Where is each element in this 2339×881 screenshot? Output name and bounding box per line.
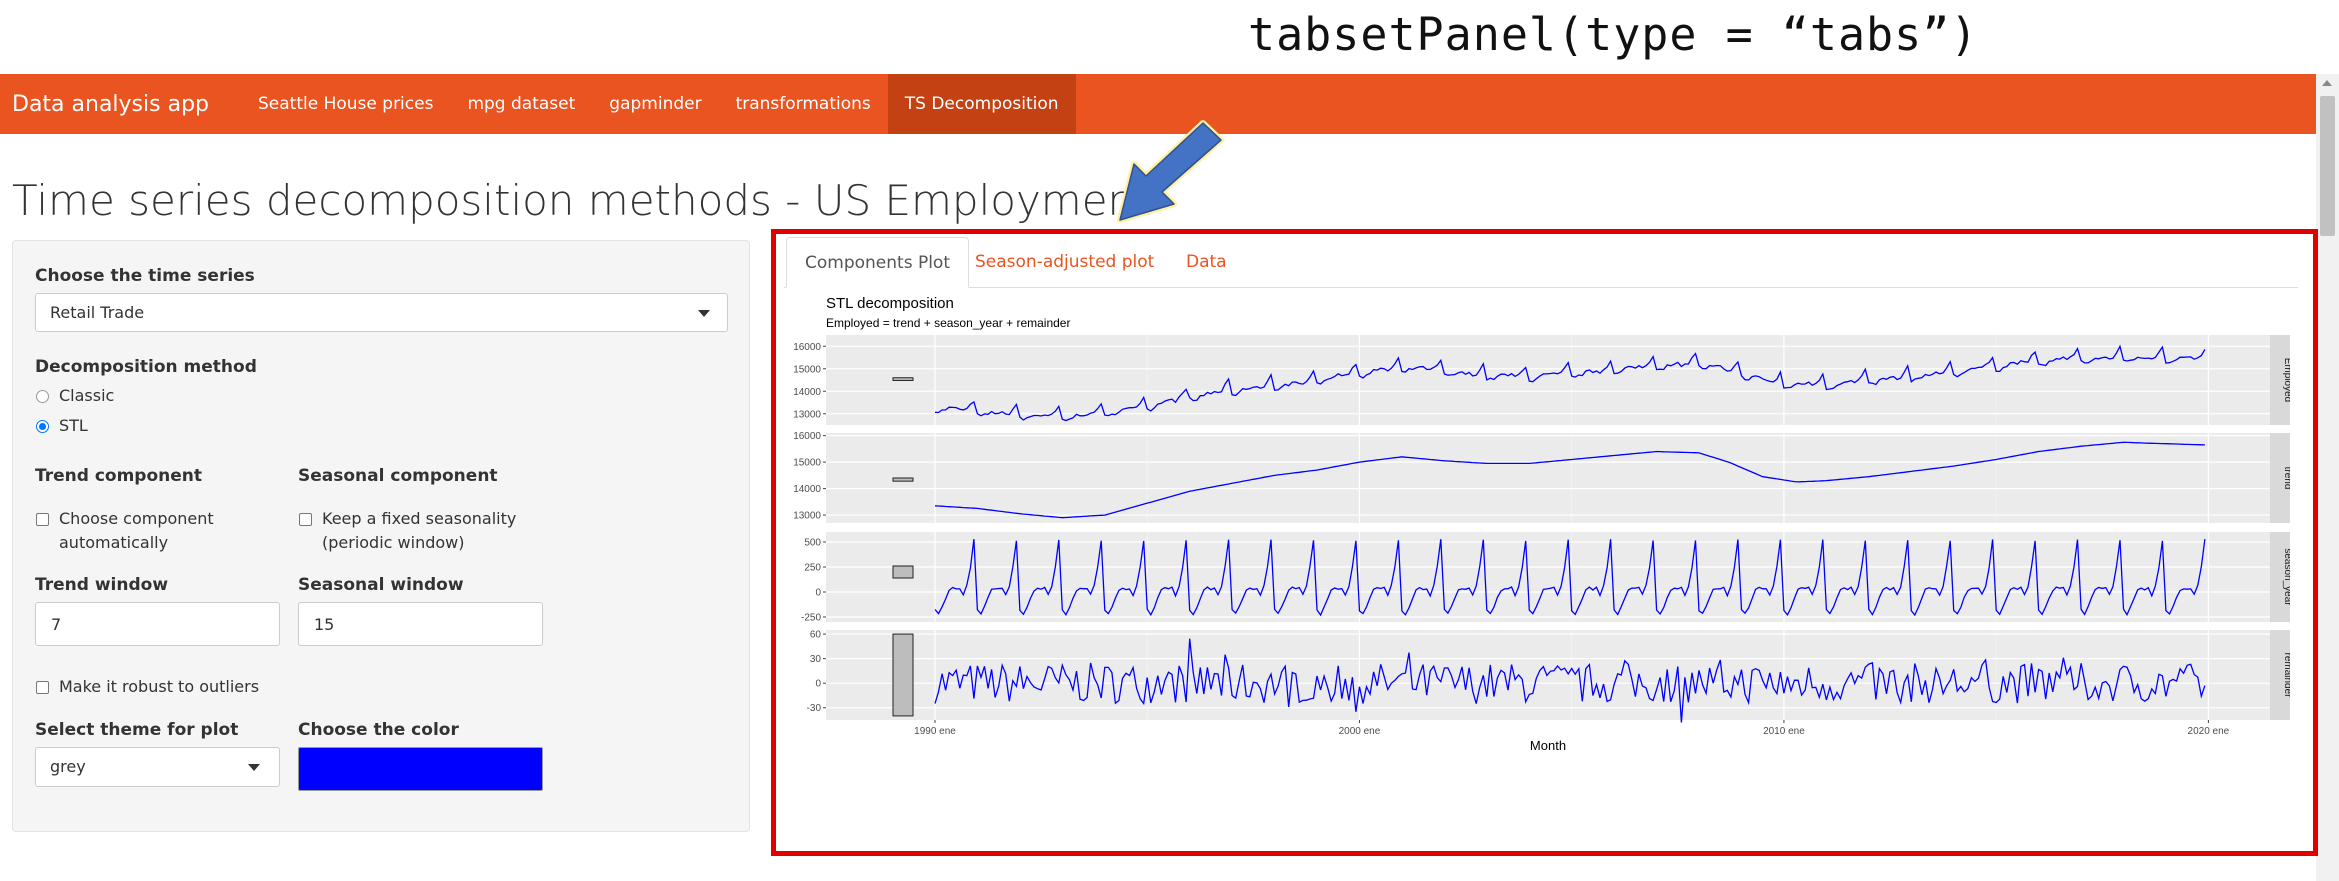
series-select[interactable]: Retail Trade (35, 293, 728, 332)
page-title: Time series decomposition methods - US E… (12, 176, 1151, 225)
y-tick-label: 500 (804, 538, 821, 549)
facet-strip (2270, 532, 2290, 622)
stl-decomposition-chart: STL decomposition Employed = trend + seas… (793, 295, 2290, 753)
seasonal-fixed-label-line2: (periodic window) (322, 533, 465, 552)
radio-stl[interactable] (36, 420, 49, 433)
chart-title: STL decomposition (826, 295, 954, 312)
scale-bar (892, 633, 914, 717)
arrow-pointer-icon (1117, 120, 1224, 223)
panel-background (826, 433, 2270, 523)
y-tick-label: 15000 (793, 458, 821, 469)
scale-bar (892, 477, 914, 482)
panel-background (826, 335, 2270, 425)
y-tick-label: 15000 (793, 364, 821, 375)
trend-component-label: Trend component (35, 466, 203, 486)
vertical-scrollbar[interactable] (2316, 74, 2339, 881)
y-tick-label: 0 (815, 588, 821, 599)
radio-stl-label: STL (59, 416, 88, 435)
y-tick-label: 13000 (793, 511, 821, 522)
y-tick-label: -250 (801, 613, 821, 624)
nav-item-gapminder[interactable]: gapminder (609, 94, 702, 114)
facet-strip-label: Employed (2282, 358, 2290, 402)
tab-data[interactable]: Data (1186, 252, 1227, 272)
tab-components-plot[interactable]: Components Plot (786, 237, 969, 288)
nav-item-seattle-house-prices[interactable]: Seattle House prices (258, 94, 434, 114)
facet-strip (2270, 433, 2290, 523)
y-tick-label: 14000 (793, 484, 821, 495)
seasonal-window-input[interactable] (298, 602, 543, 646)
radio-classic[interactable] (36, 390, 49, 403)
seasonal-fixed-label-line1: Keep a fixed seasonality (322, 509, 517, 528)
scroll-up-arrow-icon[interactable] (2322, 80, 2332, 86)
x-tick-label: 1990 ene (914, 726, 956, 737)
x-tick-label: 2010 ene (1763, 726, 1805, 737)
nav-item-mpg-dataset[interactable]: mpg dataset (467, 94, 576, 114)
y-tick-label: -30 (807, 703, 822, 714)
tab-season-adjusted-plot[interactable]: Season-adjusted plot (975, 252, 1155, 272)
method-label: Decomposition method (35, 357, 257, 377)
series-select-value: Retail Trade (50, 303, 145, 322)
y-tick-label: 30 (810, 654, 822, 665)
y-tick-label: 250 (804, 563, 821, 574)
y-tick-label: 16000 (793, 431, 821, 442)
chevron-down-icon (248, 764, 260, 771)
theme-select-value: grey (50, 757, 86, 776)
tabset-highlight-box (771, 229, 2318, 856)
sidebar-panel: Choose the time series Retail Trade Deco… (12, 240, 750, 832)
trend-auto-label-line1: Choose component (59, 509, 214, 528)
seasonal-window-label: Seasonal window (298, 575, 464, 595)
color-picker[interactable] (298, 747, 543, 791)
series-line-remainder (934, 638, 2206, 723)
chevron-down-icon (698, 310, 710, 317)
theme-select[interactable]: grey (35, 747, 280, 787)
trend-auto-checkbox[interactable] (36, 513, 49, 526)
x-tick-label: 2020 ene (2188, 726, 2230, 737)
series-label: Choose the time series (35, 266, 255, 286)
facet-strip (2270, 335, 2290, 425)
y-tick-label: 60 (810, 630, 822, 641)
y-tick-label: 14000 (793, 387, 821, 398)
scale-bar (892, 377, 914, 381)
facet-strip-label: remainder (2282, 652, 2290, 698)
x-axis-label: Month (1530, 738, 1566, 753)
navbar: Data analysis app Seattle House prices m… (0, 74, 2316, 134)
trend-window-label: Trend window (35, 575, 169, 595)
y-tick-label: 16000 (793, 342, 821, 353)
annotation-code-label: tabsetPanel(type = “tabs”) (1248, 8, 1979, 61)
seasonal-component-label: Seasonal component (298, 466, 498, 486)
chart-subtitle: Employed = trend + season_year + remaind… (826, 316, 1070, 330)
series-line-Employed (934, 344, 2206, 422)
seasonal-fixed-checkbox[interactable] (299, 513, 312, 526)
x-tick-label: 2000 ene (1339, 726, 1381, 737)
robust-checkbox[interactable] (36, 681, 49, 694)
scale-bar (892, 565, 914, 579)
trend-window-input[interactable] (35, 602, 280, 646)
navbar-brand[interactable]: Data analysis app (12, 91, 210, 117)
y-tick-label: 13000 (793, 409, 821, 420)
tabset: Components Plot Season-adjusted plot Dat… (784, 237, 2298, 288)
series-line-season_year (934, 539, 2206, 617)
color-label: Choose the color (298, 720, 459, 740)
nav-item-transformations[interactable]: transformations (735, 94, 871, 114)
nav-item-ts-decomposition[interactable]: TS Decomposition (887, 74, 1076, 134)
y-tick-label: 0 (815, 679, 821, 690)
facet-strip-label: trend (2282, 467, 2290, 490)
scrollbar-thumb[interactable] (2320, 96, 2335, 236)
facet-strip-label: season_year (2282, 548, 2290, 606)
trend-auto-label-line2: automatically (59, 533, 169, 552)
series-line-trend (934, 441, 2205, 519)
theme-label: Select theme for plot (35, 720, 239, 740)
radio-classic-label: Classic (59, 386, 115, 405)
facet-strip (2270, 630, 2290, 720)
robust-label: Make it robust to outliers (59, 677, 260, 696)
panel-background (826, 532, 2270, 622)
